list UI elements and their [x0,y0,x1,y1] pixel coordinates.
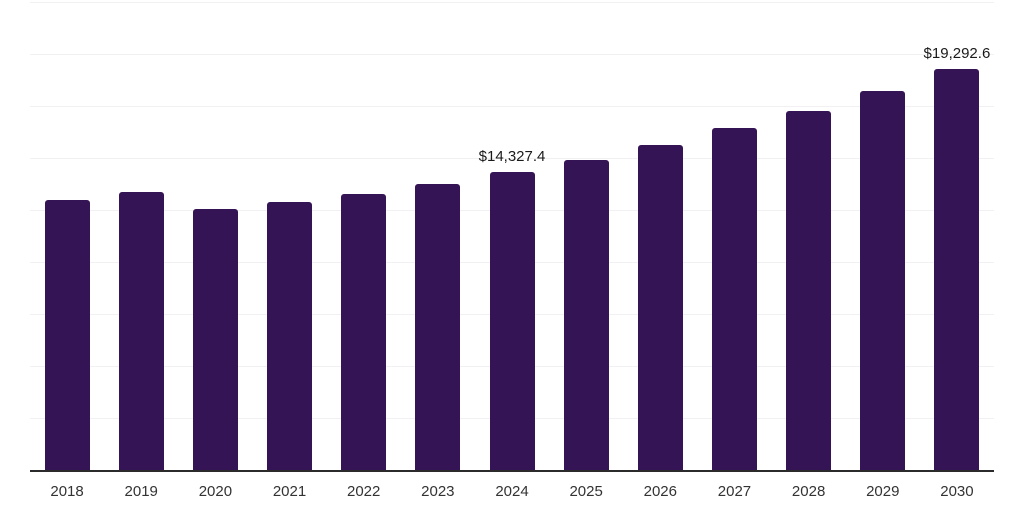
bar-2027[interactable] [711,128,757,470]
bar-2022[interactable] [341,193,387,470]
bar-2030[interactable] [934,68,980,470]
bar-2019[interactable] [118,192,164,470]
bar-2024[interactable] [489,172,535,470]
x-axis-label-2028: 2028 [791,483,826,500]
data-label-2030: $19,292.6 [923,44,991,62]
x-axis-label-2029: 2029 [866,483,900,500]
bar-2020[interactable] [192,209,238,470]
x-axis-label-2018: 2018 [50,483,84,500]
data-label-2024: $14,327.4 [478,148,546,165]
x-axis-label-2024: 2024 [495,483,529,500]
bar-2029[interactable] [860,91,906,470]
x-axis-label-2030: 2030 [940,483,974,500]
bar-2025[interactable] [563,159,609,470]
x-axis-label-2023: 2023 [421,483,455,500]
bar-2023[interactable] [415,183,461,470]
bar-2021[interactable] [267,201,313,470]
x-axis-label-2027: 2027 [717,483,752,500]
bar-2028[interactable] [786,110,832,470]
plot-area: $14,327.4 $19,292.6 [30,2,994,470]
x-axis-label-2025: 2025 [569,483,603,500]
bar-2026[interactable] [637,144,683,470]
gridline [30,106,994,107]
gridline [30,54,994,55]
x-axis-labels: 2018 2019 2020 2021 2022 2023 2024 2025 2026 2027… [30,483,994,503]
x-axis-label-2019: 2019 [124,483,158,500]
x-axis-label-2021: 2021 [272,483,307,500]
gridline [30,2,994,3]
gridline [30,158,994,159]
bar-2018[interactable] [44,200,90,470]
x-axis-label-2022: 2022 [347,483,381,500]
x-axis-line [30,470,994,472]
x-axis-label-2020: 2020 [198,483,233,500]
x-axis-label-2026: 2026 [643,483,677,500]
